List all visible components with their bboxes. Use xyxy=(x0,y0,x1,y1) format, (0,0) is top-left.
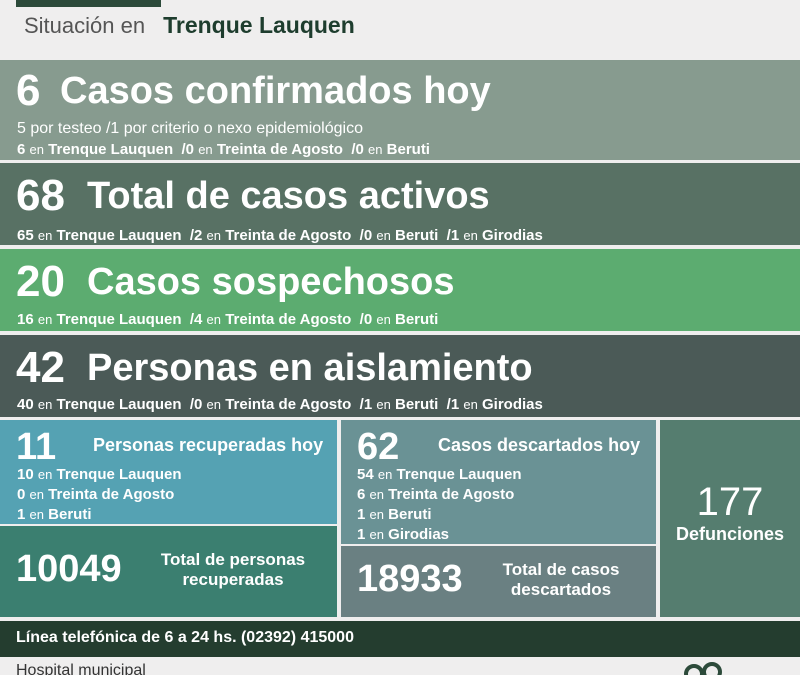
recovered-total-label: Total de personas recuperadas xyxy=(160,550,306,589)
confirmed-breakdown: 5 por testeo /1 por criterio o nexo epid… xyxy=(17,120,363,137)
suspected-by-place: 16 en Trenque Lauquen /4 en Treinta de A… xyxy=(17,311,439,328)
deaths-label: Defunciones xyxy=(675,524,785,544)
discarded-total: 18933 xyxy=(357,558,463,600)
recovered-total: 10049 xyxy=(16,548,122,590)
discarded-total-panel: 18933 Total de casos descartados xyxy=(341,546,656,617)
header-city: Trenque Lauquen xyxy=(163,12,355,38)
suspected-count: 20 xyxy=(16,257,65,306)
recovered-by-place: 10 en Trenque Lauquen 0 en Treinta de Ag… xyxy=(17,466,182,523)
discarded-count: 62 xyxy=(357,426,400,468)
discarded-today-panel: 62 Casos descartados hoy 54 en Trenque L… xyxy=(341,420,656,544)
active-by-place: 65 en Trenque Lauquen /2 en Treinta de A… xyxy=(17,227,543,244)
recovered-title: Personas recuperadas hoy xyxy=(93,435,324,455)
deaths-count: 177 xyxy=(696,480,764,524)
deaths-panel: 177 Defunciones xyxy=(660,420,800,617)
phone-bar xyxy=(0,621,800,657)
isolation-by-place: 40 en Trenque Lauquen /0 en Treinta de A… xyxy=(17,396,543,413)
recovered-total-panel: 10049 Total de personas recuperadas xyxy=(0,526,337,617)
phone-line: Línea telefónica de 6 a 24 hs. (02392) 4… xyxy=(16,629,354,646)
page-header: Situación en Trenque Lauquen xyxy=(24,12,355,42)
recovered-today-panel: 11 Personas recuperadas hoy 10 en Trenqu… xyxy=(0,420,337,524)
confirmed-count: 6 xyxy=(16,66,41,115)
top-accent-bar xyxy=(16,0,161,7)
discarded-by-place: 54 en Trenque Lauquen 6 en Treinta de Ag… xyxy=(357,466,522,543)
confirmed-title: Casos confirmados hoy xyxy=(60,70,491,112)
municipal-logo-icon xyxy=(684,662,722,675)
confirmed-by-place: 6 en Trenque Lauquen /0 en Treinta de Ag… xyxy=(17,141,430,158)
isolation-count: 42 xyxy=(16,343,65,392)
hospital-label: Hospital municipal xyxy=(16,662,146,675)
active-title: Total de casos activos xyxy=(87,175,490,217)
isolation-panel: 42 Personas en aislamiento 40 en Trenque… xyxy=(0,335,800,417)
discarded-total-label: Total de casos descartados xyxy=(502,560,620,599)
active-cases-panel: 68 Total de casos activos 65 en Trenque … xyxy=(0,163,800,245)
confirmed-today-panel: 6 Casos confirmados hoy 5 por testeo /1 … xyxy=(0,60,800,160)
header-prefix: Situación en xyxy=(24,13,146,38)
isolation-title: Personas en aislamiento xyxy=(87,347,533,389)
suspected-title: Casos sospechosos xyxy=(87,261,455,303)
active-count: 68 xyxy=(16,171,65,220)
suspected-cases-panel: 20 Casos sospechosos 16 en Trenque Lauqu… xyxy=(0,249,800,331)
recovered-count: 11 xyxy=(16,426,57,468)
discarded-title: Casos descartados hoy xyxy=(438,435,641,455)
